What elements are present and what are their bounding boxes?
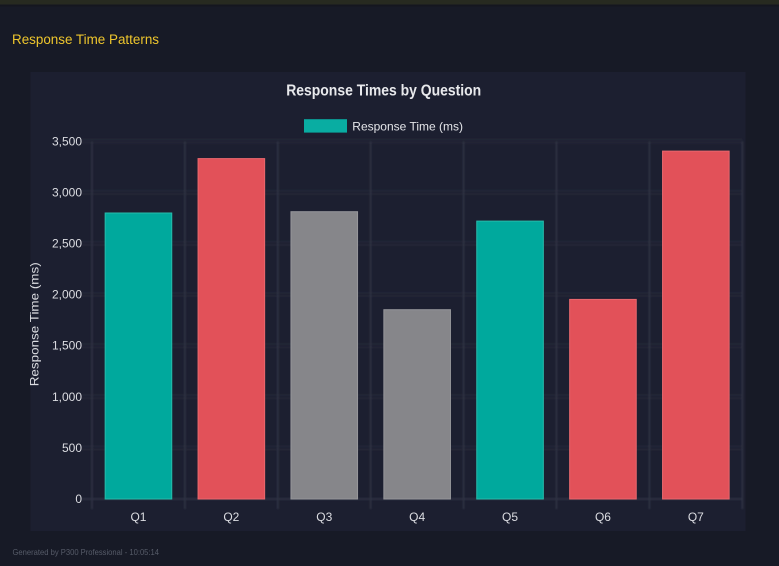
svg-text:Generated by P300 Professional: Generated by P300 Professional - 10:05:1… bbox=[13, 547, 160, 557]
svg-text:Response Times by Question: Response Times by Question bbox=[286, 83, 481, 100]
svg-text:0: 0 bbox=[75, 492, 82, 506]
svg-text:Response Time (ms): Response Time (ms) bbox=[352, 119, 463, 133]
svg-text:Q3: Q3 bbox=[316, 510, 332, 524]
svg-text:3,500: 3,500 bbox=[52, 134, 82, 148]
svg-text:Q5: Q5 bbox=[502, 510, 518, 524]
svg-text:3,000: 3,000 bbox=[52, 185, 82, 199]
svg-text:1,500: 1,500 bbox=[52, 339, 82, 353]
svg-text:2,000: 2,000 bbox=[52, 288, 82, 302]
svg-text:Q6: Q6 bbox=[595, 510, 611, 524]
svg-text:Q7: Q7 bbox=[688, 510, 704, 524]
svg-text:1,000: 1,000 bbox=[52, 390, 82, 404]
svg-text:Q4: Q4 bbox=[409, 510, 425, 524]
svg-text:500: 500 bbox=[62, 441, 82, 455]
svg-text:2,500: 2,500 bbox=[52, 237, 82, 251]
svg-text:Response Time (ms): Response Time (ms) bbox=[28, 262, 42, 386]
svg-text:Q2: Q2 bbox=[223, 510, 239, 524]
svg-text:Response Time Patterns: Response Time Patterns bbox=[12, 32, 159, 47]
svg-text:Q1: Q1 bbox=[130, 510, 146, 524]
